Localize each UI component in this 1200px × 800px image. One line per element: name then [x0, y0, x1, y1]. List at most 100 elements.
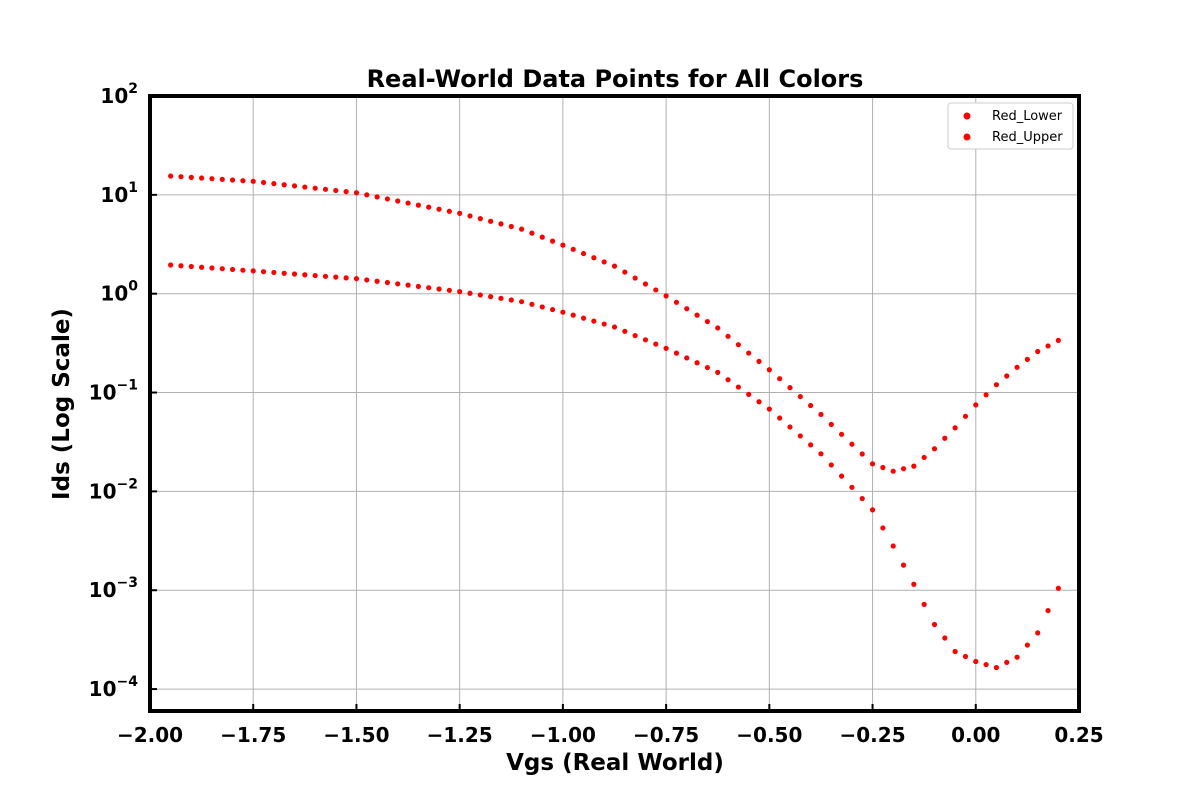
data-point [962, 413, 969, 419]
data-point [260, 269, 267, 275]
data-point [838, 431, 845, 437]
data-point [818, 451, 824, 457]
data-point [735, 384, 741, 390]
data-point [1004, 373, 1010, 379]
data-point [302, 272, 308, 278]
data-point [436, 206, 442, 212]
data-point [601, 321, 607, 327]
data-point [549, 306, 556, 313]
data-point [704, 364, 711, 371]
data-point [508, 297, 514, 303]
x-tick-label: −1.25 [427, 723, 493, 747]
data-point [642, 281, 649, 287]
chart-title: Real-World Data Points for All Colors [367, 65, 864, 93]
data-point [859, 451, 865, 457]
data-point [322, 186, 329, 192]
data-point [281, 182, 287, 188]
y-axis-label: Ids (Log Scale) [49, 308, 75, 500]
data-point [818, 411, 824, 418]
data-point [869, 461, 876, 467]
data-point [467, 213, 473, 219]
data-point [188, 263, 194, 270]
data-point [302, 184, 308, 190]
data-point [777, 376, 783, 382]
data-point [322, 273, 329, 279]
data-point [529, 301, 535, 307]
data-point [1035, 348, 1041, 355]
data-point [921, 454, 927, 461]
data-point [838, 473, 845, 479]
data-point [921, 601, 927, 607]
data-point [632, 275, 638, 281]
data-point [787, 424, 793, 430]
data-point [900, 466, 907, 472]
data-point [756, 399, 762, 405]
data-point [797, 433, 803, 439]
data-point [715, 369, 721, 375]
data-point [828, 462, 834, 468]
data-point [199, 175, 205, 181]
data-point [952, 648, 958, 655]
data-point [209, 176, 215, 182]
data-point [962, 653, 969, 660]
data-point [405, 200, 411, 206]
data-point [725, 377, 731, 383]
data-point [415, 283, 421, 290]
data-point [766, 406, 772, 412]
data-point [797, 393, 803, 400]
data-point [942, 435, 948, 441]
data-point [199, 264, 205, 270]
data-point [869, 507, 876, 513]
data-point [343, 275, 349, 281]
data-point [333, 187, 339, 194]
data-point [580, 250, 587, 257]
data-point [859, 495, 865, 502]
data-point [405, 282, 411, 288]
data-point [715, 325, 721, 331]
data-point [436, 286, 442, 292]
data-point [663, 345, 669, 351]
data-point [1014, 654, 1020, 660]
data-point [725, 333, 731, 339]
data-point [250, 178, 256, 184]
data-point [178, 174, 184, 180]
data-point [395, 198, 401, 204]
data-point [591, 255, 597, 261]
legend-marker-red-lower [963, 112, 971, 120]
x-tick-label: −1.50 [323, 723, 389, 747]
y-tick-label: 102 [100, 81, 138, 108]
data-point [477, 216, 483, 222]
data-point [973, 402, 979, 408]
data-point [250, 268, 256, 274]
data-point [673, 350, 680, 356]
data-point [1055, 337, 1061, 343]
legend-label-red-upper: Red_Upper [992, 130, 1063, 145]
data-series [168, 173, 1061, 671]
data-point [777, 415, 783, 421]
data-point [446, 208, 452, 214]
data-point [240, 178, 246, 184]
data-point [168, 262, 174, 268]
data-point [457, 289, 463, 295]
data-point [219, 176, 225, 182]
data-point [931, 446, 938, 452]
data-point [756, 358, 762, 364]
data-point [611, 263, 618, 269]
data-point [983, 392, 989, 398]
series-red-lower [168, 262, 1061, 671]
data-point [374, 278, 380, 284]
data-point [209, 265, 215, 271]
x-tick-label: −1.00 [530, 723, 596, 747]
x-tick-label: −0.50 [736, 723, 802, 747]
data-point [549, 238, 556, 244]
data-point [384, 196, 391, 202]
data-point [364, 277, 370, 283]
data-point [900, 562, 907, 568]
data-point [673, 299, 680, 305]
data-point [890, 468, 896, 474]
data-point [291, 271, 298, 277]
legend: Red_Lower Red_Upper [947, 102, 1074, 150]
data-point [704, 318, 711, 325]
data-point [653, 341, 659, 347]
